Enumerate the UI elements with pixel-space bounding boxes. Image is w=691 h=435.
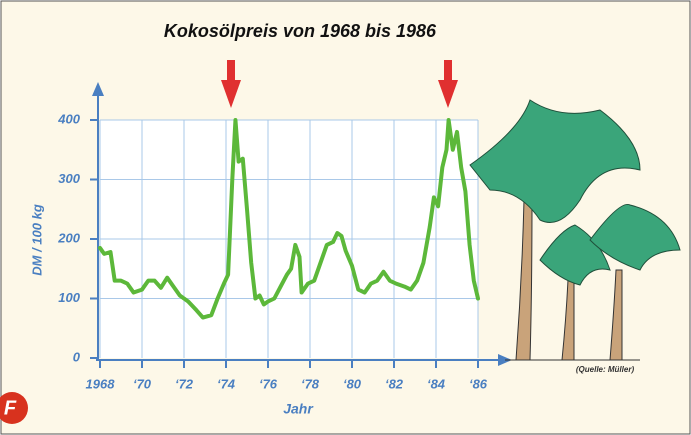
x-tick-label: ‘86 bbox=[469, 376, 488, 391]
x-tick-label: ‘74 bbox=[217, 376, 236, 391]
x-tick-label: ‘80 bbox=[343, 376, 362, 391]
arrow bbox=[227, 60, 235, 82]
y-tick-label: 200 bbox=[57, 230, 80, 245]
arrow bbox=[444, 60, 452, 82]
x-tick-label: ‘82 bbox=[385, 376, 404, 391]
x-tick-label: ‘72 bbox=[175, 376, 194, 391]
badge-label: F bbox=[4, 397, 17, 419]
x-tick-label: ‘78 bbox=[301, 376, 320, 391]
x-tick-label: ‘76 bbox=[259, 376, 278, 391]
x-axis-label: Jahr bbox=[283, 401, 314, 417]
source-note: (Quelle: Müller) bbox=[576, 365, 635, 374]
y-tick-label: 0 bbox=[73, 349, 81, 364]
y-tick-label: 300 bbox=[58, 171, 80, 186]
chart-title: Kokosölpreis von 1968 bis 1986 bbox=[164, 21, 437, 41]
x-tick-label: ‘70 bbox=[133, 376, 152, 391]
y-axis-label: DM / 100 kg bbox=[29, 204, 44, 276]
y-tick-label: 400 bbox=[57, 111, 80, 126]
chart: Kokosölpreis von 1968 bis 1986 Jahr DM /… bbox=[0, 0, 691, 435]
x-tick-label: ‘84 bbox=[427, 376, 446, 391]
y-tick-label: 100 bbox=[58, 290, 80, 305]
x-tick-label: 1968 bbox=[86, 376, 116, 391]
